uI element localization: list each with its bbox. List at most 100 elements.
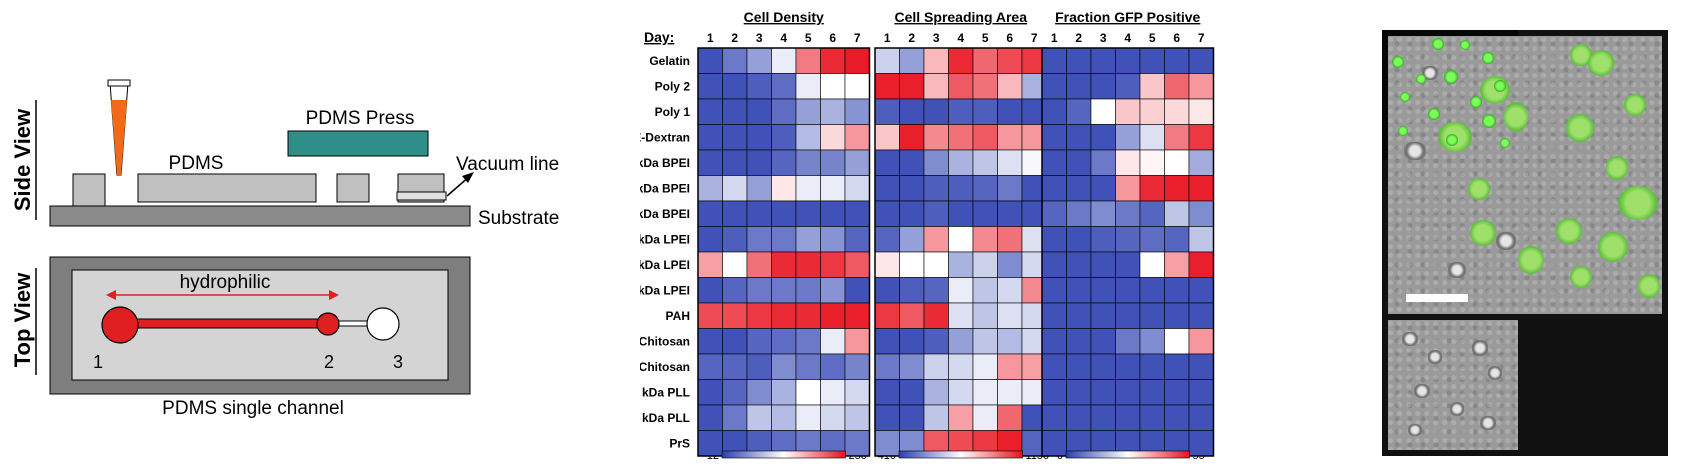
- heatmap-cell: [1041, 226, 1067, 253]
- heatmap-cell: [697, 149, 723, 176]
- heatmap-cell: [1139, 73, 1165, 100]
- heatmap-cell: [820, 251, 846, 278]
- heatmap-cell: [899, 149, 925, 176]
- heatmap-cell: [1066, 328, 1092, 355]
- heatmap-cell: [1139, 302, 1165, 329]
- row-label: 1.2 kDa BPEI: [640, 156, 690, 170]
- port-label-2: 2: [324, 352, 334, 372]
- heatmap-cell: [746, 226, 772, 253]
- heatmap-cell: [923, 328, 949, 355]
- row-label: LMW Chitosan: [640, 335, 690, 349]
- heatmap-cell: [997, 175, 1023, 202]
- heatmap-cell: [722, 98, 748, 125]
- day-tick-label: 6: [1006, 31, 1013, 45]
- heatmap-cell: [722, 124, 748, 151]
- heatmap-cell: [1115, 328, 1141, 355]
- heatmap-cell: [844, 98, 870, 125]
- heatmap-cell: [923, 277, 949, 304]
- heatmap-cell: [746, 149, 772, 176]
- heatmap-cell: [923, 200, 949, 227]
- heatmap-cell: [746, 47, 772, 74]
- heatmap-cell: [697, 124, 723, 151]
- heatmap-cell: [997, 404, 1023, 431]
- heatmap-cell: [1139, 353, 1165, 380]
- heatmap-cell: [948, 124, 974, 151]
- heatmap-cell: [795, 149, 821, 176]
- heatmap-cell: [697, 47, 723, 74]
- heatmap-cell: [795, 251, 821, 278]
- heatmap-cell: [844, 328, 870, 355]
- pdms-block-main: [137, 173, 317, 203]
- heatmap-cell: [697, 200, 723, 227]
- heatmap-cell: [997, 251, 1023, 278]
- top-view-label: Top View: [10, 272, 35, 367]
- pipette-liquid: [111, 100, 127, 175]
- heatmap-cell: [874, 430, 900, 457]
- heatmap-cell: [1090, 124, 1116, 151]
- day-tick-label: 3: [933, 31, 940, 45]
- heatmap-cell: [1090, 353, 1116, 380]
- heatmap-cell: [972, 302, 998, 329]
- heatmap-cell: [1164, 175, 1190, 202]
- heatmap-cell: [1115, 175, 1141, 202]
- heatmap-cell: [948, 251, 974, 278]
- vacuum-line-label: Vacuum line: [456, 154, 559, 175]
- heatmap-cell: [722, 47, 748, 74]
- heatmap-cell: [1164, 404, 1190, 431]
- day-tick-label: 4: [780, 31, 787, 45]
- heatmap-cell: [1139, 47, 1165, 74]
- heatmap-cell: [820, 277, 846, 304]
- device-schematic: Side View PDMS Press PDMS Substrate Vacu…: [10, 79, 559, 419]
- row-label: PAH: [666, 309, 690, 323]
- heatmap-cell: [1164, 353, 1190, 380]
- day-tick-label: 2: [1075, 31, 1082, 45]
- heatmap-cell: [1066, 226, 1092, 253]
- heatmap-cell: [899, 404, 925, 431]
- heatmap-cell: [1115, 149, 1141, 176]
- day-tick-label: 4: [957, 31, 964, 45]
- row-label: 250 kDa LPEI: [640, 284, 690, 298]
- heatmap-cell: [997, 149, 1023, 176]
- heatmap-cell: [874, 47, 900, 74]
- heatmap-cell: [923, 98, 949, 125]
- port-3: [366, 307, 400, 341]
- heatmap-cell: [1164, 226, 1190, 253]
- heatmap-cell: [874, 353, 900, 380]
- heatmap-cell: [844, 175, 870, 202]
- heatmap-cell: [997, 353, 1023, 380]
- heatmap-cell: [746, 328, 772, 355]
- heatmap-cell: [1090, 200, 1116, 227]
- heatmap-cell: [923, 302, 949, 329]
- heatmap-cell: [997, 47, 1023, 74]
- heatmap-cell: [972, 404, 998, 431]
- heatmap-cell: [997, 379, 1023, 406]
- heatmap-cell: [1115, 404, 1141, 431]
- heatmap-cell: [1115, 98, 1141, 125]
- heatmap-cell: [972, 277, 998, 304]
- heatmap-cell: [1041, 430, 1067, 457]
- row-label: 25 kDa LPEI: [640, 258, 690, 272]
- heatmap-cell: [997, 98, 1023, 125]
- heatmap-cell: [1139, 404, 1165, 431]
- heatmap-cell: [697, 175, 723, 202]
- heatmap-cell: [923, 73, 949, 100]
- heatmap-cell: [899, 353, 925, 380]
- heatmap-cell: [874, 175, 900, 202]
- port-label-1: 1: [93, 352, 103, 372]
- heatmap-cell: [1115, 277, 1141, 304]
- vacuum-arrowhead: [462, 172, 474, 183]
- heatmap-cell: [874, 73, 900, 100]
- heatmap-cell: [972, 379, 998, 406]
- heatmap-cell: [1164, 251, 1190, 278]
- heatmap-cell: [1041, 98, 1067, 125]
- heatmap-cell: [722, 302, 748, 329]
- heatmap-cell: [874, 124, 900, 151]
- heatmap-cell: [1115, 124, 1141, 151]
- heatmap-cell: [997, 277, 1023, 304]
- heatmap-cell: [1188, 404, 1214, 431]
- heatmap-cell: [1066, 251, 1092, 278]
- heatmap-cell: [948, 353, 974, 380]
- heatmap-cell: [746, 277, 772, 304]
- heatmap-cell: [1041, 124, 1067, 151]
- heatmap-cell: [697, 277, 723, 304]
